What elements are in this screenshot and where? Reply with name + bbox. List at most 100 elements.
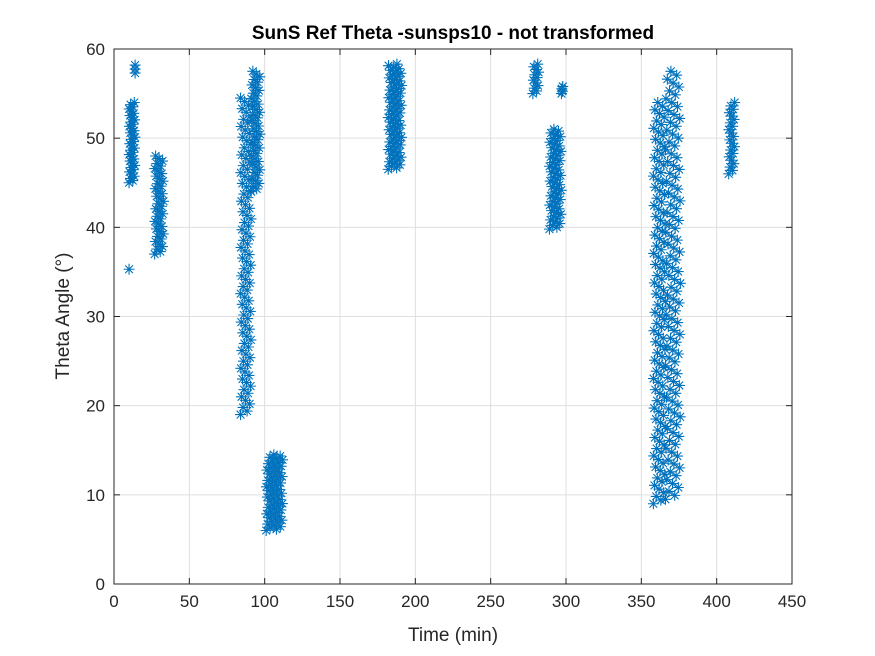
- data-point: [151, 243, 163, 255]
- data-point: [395, 99, 407, 111]
- data-point: [655, 244, 667, 256]
- data-point: [545, 214, 557, 226]
- data-point: [246, 115, 258, 127]
- data-point: [667, 128, 679, 140]
- data-point: [271, 480, 283, 492]
- data-point: [266, 516, 278, 528]
- data-point: [656, 273, 668, 285]
- data-point: [124, 172, 136, 184]
- data-point: [665, 281, 677, 293]
- data-point: [149, 163, 161, 175]
- data-point: [527, 74, 539, 86]
- x-tick-label: 0: [109, 592, 118, 611]
- data-point: [267, 465, 279, 477]
- data-point: [666, 97, 678, 109]
- data-point: [553, 179, 565, 191]
- data-point: [149, 236, 161, 248]
- data-point: [666, 395, 678, 407]
- data-point: [266, 455, 278, 467]
- data-point: [549, 153, 561, 165]
- data-point: [551, 197, 563, 209]
- data-point: [269, 486, 281, 498]
- data-point: [666, 313, 678, 325]
- data-point: [649, 104, 661, 116]
- data-point: [157, 155, 169, 167]
- data-point: [659, 493, 671, 505]
- data-point: [666, 230, 678, 242]
- data-point: [236, 177, 248, 189]
- data-point: [674, 328, 686, 340]
- data-point: [235, 288, 247, 300]
- data-point: [152, 198, 164, 210]
- data-point: [660, 175, 672, 187]
- data-point: [237, 327, 249, 339]
- data-point: [151, 190, 163, 202]
- data-point: [660, 442, 672, 454]
- data-point: [123, 120, 135, 132]
- data-point: [546, 157, 558, 169]
- data-point: [265, 505, 277, 517]
- y-tick-label: 40: [86, 218, 105, 237]
- data-point: [394, 75, 406, 87]
- data-point: [654, 214, 666, 226]
- data-point: [236, 298, 248, 310]
- data-point: [547, 171, 559, 183]
- x-tick-label: 300: [552, 592, 580, 611]
- data-point: [670, 254, 682, 266]
- data-point: [237, 160, 249, 172]
- data-point: [262, 518, 274, 530]
- data-point: [656, 225, 668, 237]
- y-tick-label: 10: [86, 486, 105, 505]
- data-point: [661, 340, 673, 352]
- data-point: [550, 192, 562, 204]
- data-point: [648, 450, 660, 462]
- data-point: [660, 226, 672, 238]
- data-point: [235, 241, 247, 253]
- data-point: [267, 509, 279, 521]
- data-point: [124, 127, 136, 139]
- data-point: [654, 262, 666, 274]
- data-point: [653, 155, 665, 167]
- data-point: [274, 450, 286, 462]
- data-point: [156, 220, 168, 232]
- data-point: [656, 351, 668, 363]
- data-point: [650, 288, 662, 300]
- x-tick-label: 400: [702, 592, 730, 611]
- data-point: [652, 174, 664, 186]
- data-point: [383, 60, 395, 72]
- data-point: [674, 112, 686, 124]
- data-point: [236, 270, 248, 282]
- data-point: [553, 140, 565, 152]
- data-point: [236, 391, 248, 403]
- data-point: [550, 206, 562, 218]
- data-point: [653, 358, 665, 370]
- data-point: [247, 101, 259, 113]
- data-point: [275, 460, 287, 472]
- data-point: [153, 238, 165, 250]
- data-point: [649, 229, 661, 241]
- data-point: [555, 169, 567, 181]
- data-point: [247, 123, 259, 135]
- data-point: [246, 79, 258, 91]
- data-point: [654, 185, 666, 197]
- data-point: [543, 223, 555, 235]
- data-point: [653, 483, 665, 495]
- data-point: [671, 450, 683, 462]
- data-point: [551, 221, 563, 233]
- data-point: [264, 451, 276, 463]
- data-point: [657, 380, 669, 392]
- data-point: [648, 325, 660, 337]
- data-point: [663, 269, 675, 281]
- data-point: [555, 184, 567, 196]
- data-point: [553, 164, 565, 176]
- data-point: [264, 478, 276, 490]
- data-point: [673, 163, 685, 175]
- data-point: [156, 241, 168, 253]
- data-point: [247, 158, 259, 170]
- data-point: [665, 364, 677, 376]
- data-point: [652, 424, 664, 436]
- data-point: [669, 222, 681, 234]
- data-point: [666, 179, 678, 191]
- data-point: [670, 203, 682, 215]
- data-point: [237, 131, 249, 143]
